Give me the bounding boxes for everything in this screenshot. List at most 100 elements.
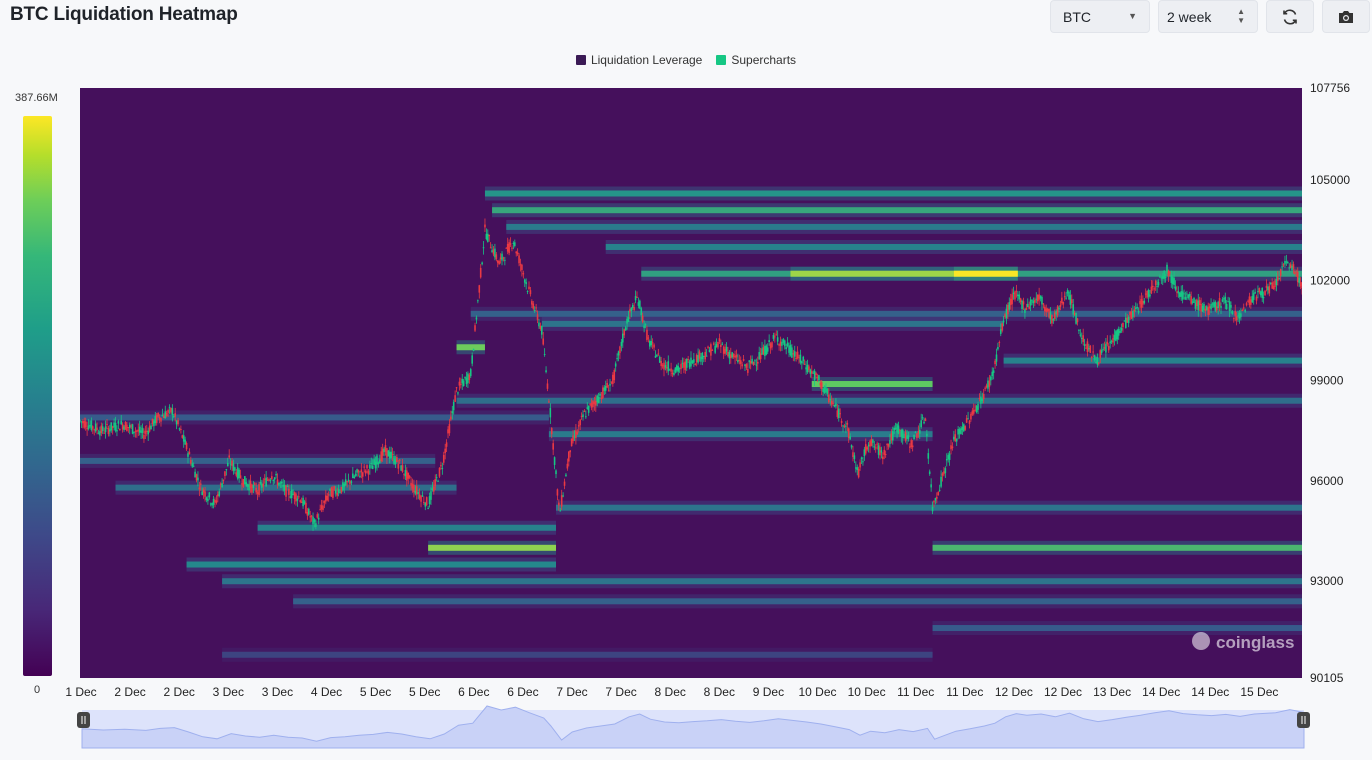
price-candle bbox=[759, 353, 762, 360]
price-candle bbox=[1247, 300, 1249, 302]
legend-item-liquidation[interactable]: Liquidation Leverage bbox=[575, 53, 702, 67]
price-candle bbox=[999, 329, 1002, 334]
price-candle bbox=[907, 435, 910, 439]
price-candle bbox=[987, 380, 989, 389]
price-candle bbox=[927, 453, 930, 459]
price-candle bbox=[295, 493, 297, 502]
price-candle bbox=[496, 260, 499, 263]
price-candle bbox=[860, 457, 863, 459]
price-candle bbox=[793, 351, 796, 357]
price-candle bbox=[856, 467, 859, 471]
price-candle bbox=[212, 498, 215, 505]
x-axis: 1 Dec 2 Dec 2 Dec 3 Dec 3 Dec 4 Dec 5 Dec 5 Dec… bbox=[65, 685, 1278, 699]
price-candle bbox=[846, 422, 849, 425]
price-candle bbox=[238, 469, 240, 478]
price-candle bbox=[440, 465, 442, 467]
price-candle bbox=[232, 463, 235, 471]
heatmap-band bbox=[541, 320, 1004, 327]
price-candle bbox=[1160, 277, 1163, 279]
price-candle bbox=[680, 363, 682, 369]
price-candle bbox=[421, 495, 424, 497]
price-candle bbox=[394, 459, 397, 465]
price-candle bbox=[438, 467, 441, 477]
price-candle bbox=[644, 324, 647, 326]
price-candle bbox=[783, 340, 786, 347]
price-candle bbox=[681, 362, 684, 364]
price-candle bbox=[1042, 303, 1045, 305]
price-candle bbox=[1031, 299, 1033, 301]
price-candle bbox=[94, 423, 97, 432]
price-candle bbox=[427, 507, 429, 509]
price-candle bbox=[940, 476, 942, 487]
price-candle bbox=[691, 360, 694, 363]
price-candle bbox=[548, 401, 550, 403]
price-candle bbox=[329, 488, 331, 491]
price-candle bbox=[539, 325, 542, 329]
price-candle bbox=[1177, 291, 1180, 294]
price-candle bbox=[576, 432, 579, 435]
price-candle bbox=[1286, 262, 1289, 264]
price-candle bbox=[170, 407, 172, 413]
price-candle bbox=[1230, 305, 1232, 308]
price-candle bbox=[830, 401, 833, 405]
price-candle bbox=[546, 383, 549, 389]
price-candle bbox=[276, 479, 279, 486]
price-candle bbox=[1011, 294, 1013, 305]
price-candle bbox=[1301, 282, 1302, 289]
coin-select[interactable]: BTC ▼ bbox=[1050, 0, 1150, 33]
heatmap-band bbox=[548, 431, 933, 438]
price-candle bbox=[529, 290, 532, 295]
price-candle bbox=[600, 397, 603, 400]
price-candle bbox=[413, 484, 415, 493]
price-candle bbox=[337, 489, 340, 493]
price-candle bbox=[958, 429, 961, 434]
price-candle bbox=[1044, 306, 1046, 312]
price-candle bbox=[474, 325, 476, 331]
refresh-button[interactable] bbox=[1266, 0, 1314, 33]
price-candle bbox=[131, 424, 134, 434]
price-candle bbox=[339, 491, 341, 493]
price-candle bbox=[424, 502, 427, 507]
price-candle bbox=[433, 486, 435, 492]
price-candle bbox=[172, 416, 175, 418]
navigator-right-handle[interactable] bbox=[1297, 712, 1310, 728]
price-candle bbox=[431, 488, 434, 490]
legend-item-supercharts[interactable]: Supercharts bbox=[716, 53, 796, 67]
navigator-left-handle[interactable] bbox=[77, 712, 90, 728]
price-candle bbox=[771, 342, 773, 348]
price-candle bbox=[414, 490, 417, 494]
price-candle bbox=[460, 383, 462, 385]
price-candle bbox=[639, 300, 641, 309]
price-candle bbox=[752, 361, 755, 365]
price-candle bbox=[259, 481, 262, 484]
x-tick-label: 6 Dec bbox=[458, 685, 489, 699]
price-candle bbox=[263, 478, 266, 480]
price-candle bbox=[269, 479, 272, 481]
price-candle bbox=[792, 353, 795, 355]
price-candle bbox=[340, 486, 343, 493]
price-candle bbox=[309, 516, 311, 518]
price-candle bbox=[538, 322, 540, 327]
range-select[interactable]: 2 week ▲ ▼ bbox=[1158, 0, 1258, 33]
price-candle bbox=[884, 454, 887, 456]
price-candle bbox=[1259, 291, 1262, 296]
price-candle bbox=[721, 343, 724, 345]
price-candle bbox=[393, 456, 395, 464]
price-candle bbox=[526, 291, 529, 293]
price-candle bbox=[806, 364, 809, 373]
price-candle bbox=[535, 307, 537, 309]
heatmap-band bbox=[428, 544, 557, 551]
price-candle bbox=[484, 224, 486, 228]
price-candle bbox=[303, 501, 306, 504]
screenshot-button[interactable] bbox=[1322, 0, 1370, 33]
price-candle bbox=[751, 358, 753, 364]
price-candle bbox=[465, 377, 468, 385]
price-candle bbox=[1221, 299, 1224, 302]
x-tick-label: 2 Dec bbox=[114, 685, 145, 699]
x-tick-label: 12 Dec bbox=[1044, 685, 1082, 699]
price-candle bbox=[1024, 309, 1026, 313]
price-candle bbox=[818, 375, 820, 381]
heatmap-band bbox=[1003, 357, 1302, 364]
price-candle bbox=[941, 473, 944, 476]
